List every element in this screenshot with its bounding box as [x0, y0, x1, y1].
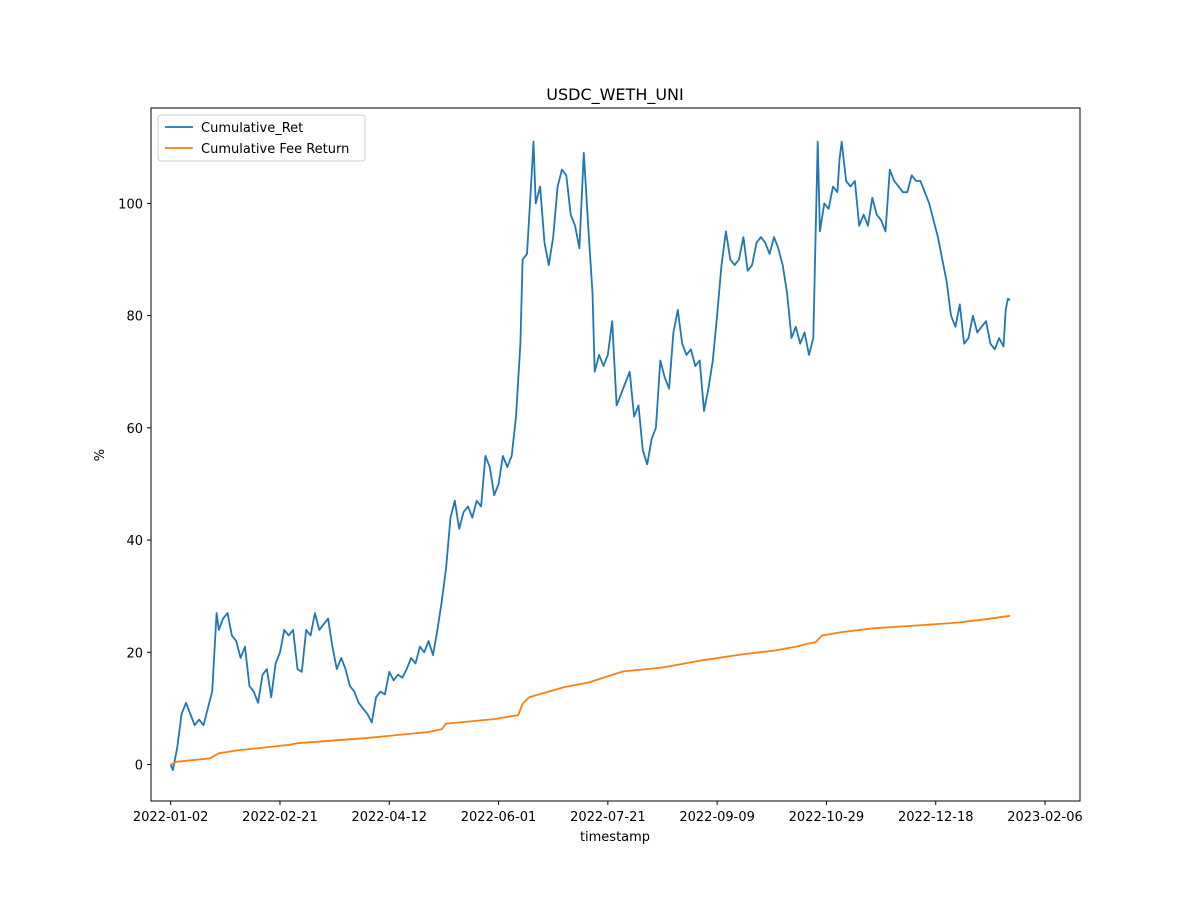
x-axis-title: timestamp — [580, 830, 650, 845]
chart-title: USDC_WETH_UNI — [546, 85, 684, 105]
x-tick-label: 2022-01-02 — [133, 810, 209, 825]
x-tick-label: 2022-02-21 — [242, 810, 318, 825]
x-tick-label: 2022-06-01 — [461, 810, 537, 825]
y-tick-label: 20 — [126, 646, 143, 661]
x-tick-label: 2023-02-06 — [1007, 810, 1083, 825]
legend: Cumulative_Ret Cumulative Fee Return — [158, 115, 365, 161]
y-tick-label: 60 — [126, 422, 143, 437]
x-tick-label: 2022-10-29 — [789, 810, 865, 825]
legend-label-1: Cumulative Fee Return — [201, 142, 349, 157]
y-tick-label: 40 — [126, 534, 143, 549]
y-tick-label: 80 — [126, 310, 143, 325]
x-tick-label: 2022-12-18 — [898, 810, 974, 825]
x-tick-label: 2022-09-09 — [679, 810, 755, 825]
y-tick-label: 0 — [135, 759, 143, 774]
x-tick-label: 2022-04-12 — [351, 810, 427, 825]
y-axis-title: % — [93, 449, 108, 461]
y-tick-label: 100 — [118, 197, 143, 212]
x-tick-label: 2022-07-21 — [570, 810, 646, 825]
legend-label-0: Cumulative_Ret — [201, 121, 303, 136]
